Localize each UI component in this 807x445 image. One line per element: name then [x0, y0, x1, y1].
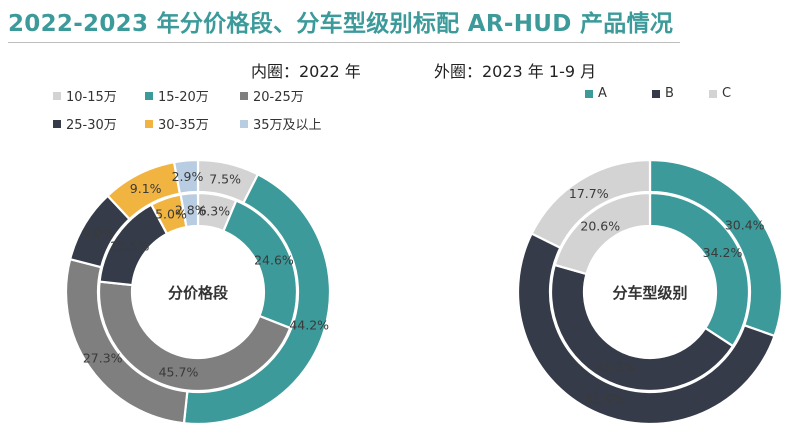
outer-slice-3: [530, 158, 652, 250]
legend-swatch: [585, 89, 593, 98]
legend-swatch: [53, 91, 61, 100]
inner-slice-label-6: 2.8%: [175, 202, 207, 217]
legend-item: 10-15万: [53, 86, 117, 105]
legend-item: 25-30万: [53, 114, 117, 133]
inner-slice-label-1: 6.3%: [198, 204, 230, 219]
legend-swatch: [709, 89, 717, 98]
legend-item: 20-25万: [240, 86, 304, 105]
donut-chart-2: 34.2% 45.2% 20.6% 30.4% 51.9% 17.7% 分车型级别: [516, 158, 784, 426]
inner-ring-note: 内圈：2022 年: [251, 62, 361, 81]
legend-item: 30-35万: [145, 114, 209, 133]
outer-slice-label-1: 30.4%: [725, 218, 765, 233]
outer-slice-2: [516, 232, 776, 426]
outer-slice-label-3: 17.7%: [569, 186, 609, 201]
legend-label: A: [598, 86, 607, 101]
inner-slice-label-3: 45.7%: [159, 365, 199, 380]
legend-item: 35万及以上: [240, 114, 322, 133]
donut-chart-1: 6.3% 24.6% 45.7% 15.5% 5.0%2.8%7.5% 44.2% 27.3…: [64, 158, 332, 426]
inner-slice-label-2: 45.2%: [596, 360, 636, 375]
legend-label: 25-30万: [66, 118, 117, 133]
legend-label: 35万及以上: [253, 118, 322, 133]
legend-label: 30-35万: [158, 118, 209, 133]
legend-label: 20-25万: [253, 90, 304, 105]
donut-center-label: 分价格段: [168, 284, 228, 302]
outer-slice-label-2: 44.2%: [289, 318, 329, 333]
legend-swatch: [145, 119, 153, 128]
outer-slice-2: [182, 172, 332, 426]
legend-swatch: [145, 91, 153, 100]
legend-swatch: [53, 119, 61, 128]
outer-slice-label-5: 9.1%: [130, 181, 162, 196]
donut-center-label: 分车型级别: [612, 284, 687, 302]
outer-slice-label-2: 51.9%: [585, 391, 625, 406]
outer-slice-label-4: 9.0%: [82, 225, 114, 240]
inner-slice-label-1: 34.2%: [703, 245, 743, 260]
legend-item: B: [652, 86, 674, 101]
legend-label: C: [722, 86, 732, 101]
inner-slice-label-5: 5.0%: [155, 207, 187, 222]
legend-swatch: [240, 119, 248, 128]
legend-label: 15-20万: [158, 90, 209, 105]
legend-item: A: [585, 86, 607, 101]
legend-item: 15-20万: [145, 86, 209, 105]
legend-item: C: [709, 86, 731, 101]
outer-slice-label-3: 27.3%: [83, 351, 123, 366]
title-divider: [8, 42, 680, 43]
legend-swatch: [652, 89, 660, 98]
page-title: 2022-2023 年分价格段、分车型级别标配 AR-HUD 产品情况: [8, 11, 674, 37]
legend-swatch: [240, 91, 248, 100]
outer-slice-label-6: 2.9%: [172, 169, 204, 184]
inner-slice-label-2: 24.6%: [254, 252, 294, 267]
inner-slice-label-4: 15.5%: [110, 238, 150, 253]
legend-label: 10-15万: [66, 90, 117, 105]
inner-slice-label-3: 20.6%: [580, 219, 620, 234]
outer-slice-label-1: 7.5%: [209, 172, 241, 187]
legend-label: B: [665, 86, 674, 101]
outer-slice-6: [172, 158, 200, 195]
outer-ring-note: 外圈：2023 年 1-9 月: [434, 62, 597, 81]
